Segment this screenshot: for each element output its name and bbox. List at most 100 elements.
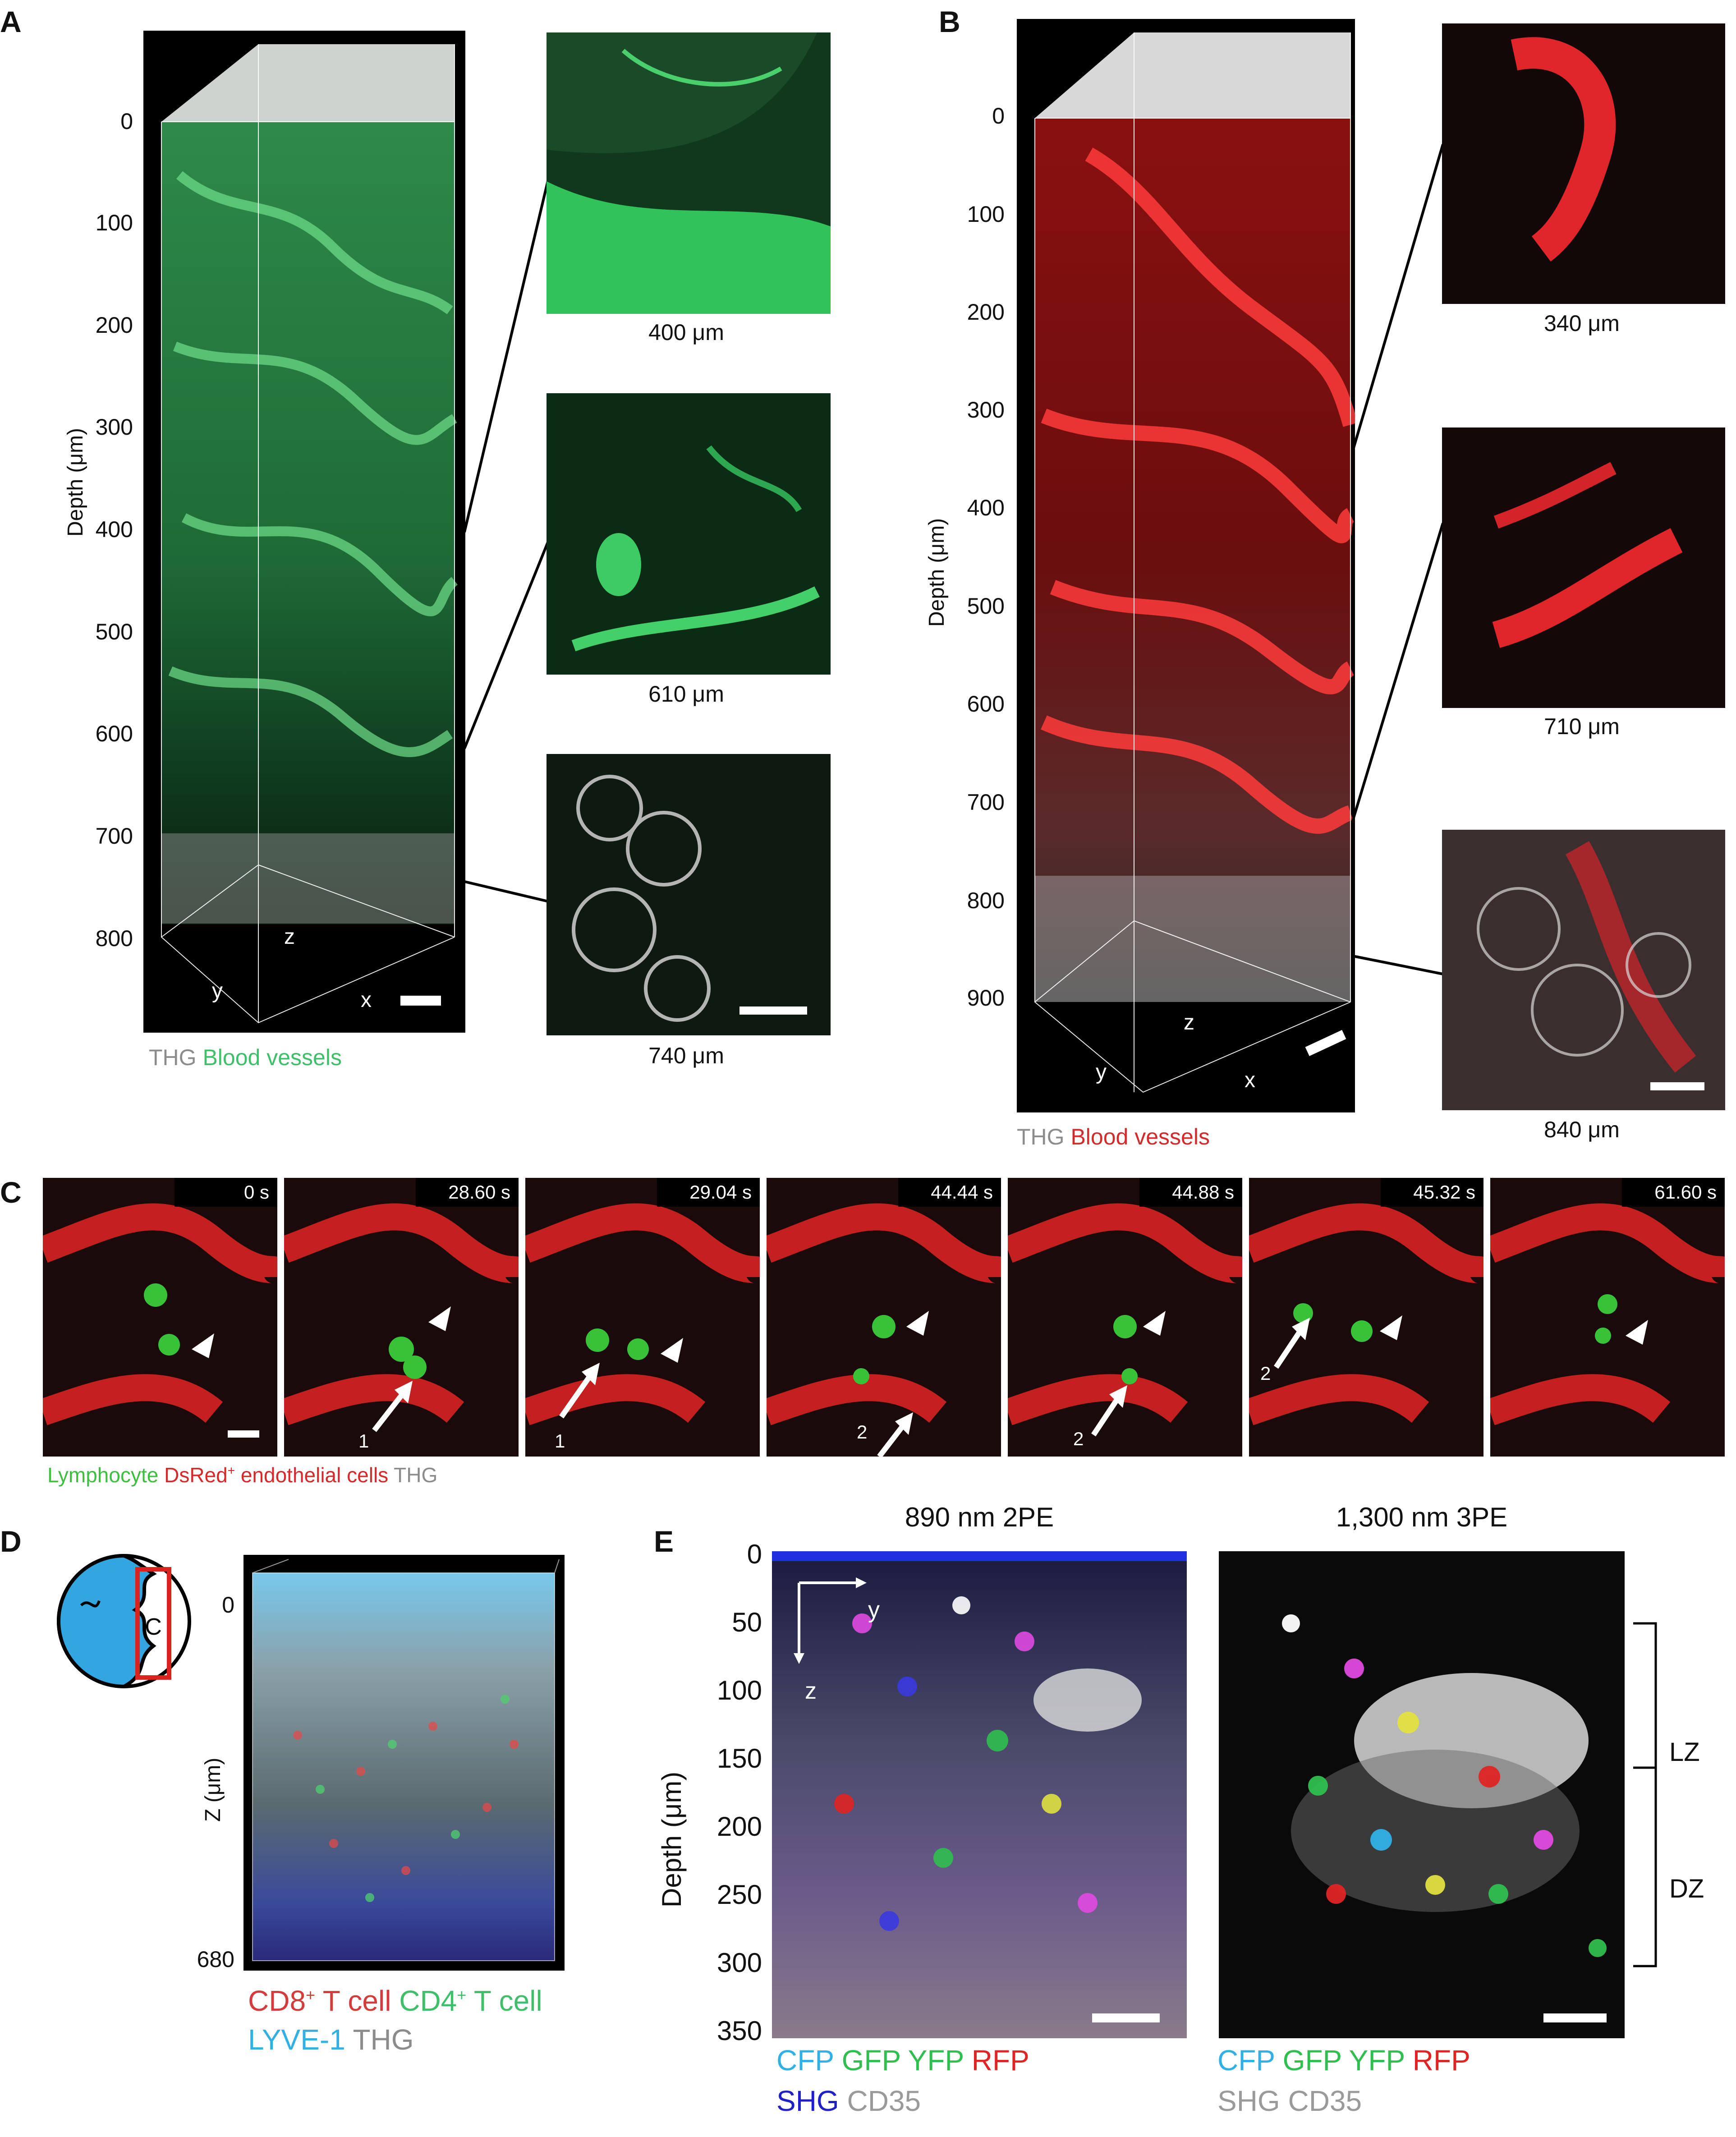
panel-label-a: A	[0, 5, 22, 38]
panel-b-inset-340-caption: 340 μm	[1544, 311, 1620, 336]
panel-b-z-axis-label: z	[1184, 1011, 1194, 1034]
panel-a-inset-740-caption: 740 μm	[648, 1043, 724, 1068]
panel-e-right-legend-shg: SHG	[1217, 2085, 1280, 2117]
panel-a-z-axis-label: z	[284, 925, 295, 949]
panel-a-3d-volume	[143, 31, 465, 1033]
panel-a-inset-610-caption: 610 μm	[648, 681, 724, 707]
panel-c-frame-3: 1 29.04 s	[525, 1178, 760, 1457]
panel-c-legend-thg: THG	[394, 1463, 438, 1487]
panel-a-tick: 500	[95, 619, 133, 644]
panel-e-tick: 200	[716, 1811, 762, 1842]
panel-b-x-axis-label: x	[1245, 1068, 1255, 1092]
panel-e-left-image	[772, 1551, 1187, 2038]
panel-d-legend-thg: THG	[353, 2023, 414, 2056]
schematic-c-letter: C	[145, 1614, 162, 1640]
panel-b-tick: 700	[967, 790, 1005, 815]
panel-d-z-axis-title: Z (μm)	[201, 1757, 225, 1822]
panel-e-left-legend-line-2: SHG CD35	[776, 2084, 921, 2118]
panel-c-legend-lymphocyte: Lymphocyte	[47, 1463, 159, 1487]
zone-lz-label: LZ	[1669, 1737, 1700, 1767]
panel-a-inset-740	[547, 754, 831, 1035]
panel-e-right-title: 1,300 nm 3PE	[1336, 1502, 1508, 1532]
panel-c-frame-4-timestamp: 44.44 s	[898, 1178, 1001, 1207]
panel-c-frame-6-arrow-label: 2	[1260, 1363, 1271, 1384]
panel-b-connector-lines	[1351, 144, 1444, 975]
panel-b-legend-blood-vessels: Blood vessels	[1070, 1124, 1210, 1149]
panel-e-left-legend-cfp: CFP	[776, 2044, 834, 2077]
panel-a-inset-610	[547, 393, 831, 675]
panel-c-timelapse-row: 0 s 1 28.60 s 1 29.04 s 2 44.44 s 2 44.8…	[43, 1178, 1727, 1457]
panel-e-right-legend-cd35: CD35	[1288, 2085, 1362, 2117]
panel-c-frame-2-timestamp: 28.60 s	[416, 1178, 519, 1207]
panel-label-d: D	[0, 1525, 22, 1558]
panel-b-legend: THG Blood vessels	[1017, 1124, 1210, 1150]
panel-e-right-legend-gfp: GFP	[1282, 2044, 1342, 2077]
panel-b-depth-axis-title: Depth (μm)	[925, 518, 949, 627]
panel-e-left-legend-yfp: YFP	[908, 2044, 964, 2077]
panel-a-tick: 0	[120, 109, 133, 134]
panel-e-left-legend-gfp: GFP	[841, 2044, 901, 2077]
panel-c-frame-1-timestamp: 0 s	[175, 1178, 277, 1207]
panel-d-tick: 0	[222, 1592, 234, 1618]
panel-e-tick: 150	[716, 1743, 762, 1774]
panel-a-tick: 100	[95, 210, 133, 235]
panel-a-tick: 800	[95, 926, 133, 951]
panel-c-legend-dsred-superscript: +	[227, 1463, 235, 1478]
panel-b-tick: 0	[992, 103, 1005, 129]
panel-a-y-axis-label: y	[212, 979, 223, 1003]
panel-b-tick: 300	[967, 397, 1005, 423]
panel-c-legend-dsred: DsRed	[164, 1463, 228, 1487]
panel-e-tick: 0	[747, 1539, 762, 1569]
panel-d-legend-cd4: CD4+ T cell	[399, 1985, 542, 2017]
panel-e-right-image	[1219, 1551, 1625, 2038]
panel-a-tick: 700	[95, 823, 133, 849]
panel-c-frame-5-timestamp: 44.88 s	[1139, 1178, 1242, 1207]
panel-a-tick: 300	[95, 414, 133, 440]
panel-c-frame-1: 0 s	[43, 1178, 277, 1457]
panel-d-legend-line-2: LYVE-1 THG	[248, 2023, 414, 2056]
panel-a-tick: 600	[95, 721, 133, 746]
panel-d-tick: 680	[197, 1947, 234, 1972]
panel-d-legend-cd8: CD8+ T cell	[248, 1985, 391, 2017]
panel-e-left-legend-shg: SHG	[776, 2085, 839, 2117]
panel-b-inset-710-caption: 710 μm	[1544, 714, 1620, 739]
panel-b-tick: 600	[967, 691, 1005, 717]
panel-e-left-legend-line-1: CFP GFP YFP RFP	[776, 2044, 1029, 2077]
panel-b-inset-710	[1442, 427, 1725, 708]
lymph-node-schematic: C	[57, 1553, 191, 1689]
panel-c-frame-4-arrow-label: 2	[857, 1421, 868, 1443]
panel-b-tick: 100	[967, 202, 1005, 227]
panel-a-tick: 400	[95, 517, 133, 542]
zone-dz-label: DZ	[1669, 1874, 1704, 1903]
panel-c-frame-2-arrow-label: 1	[358, 1430, 369, 1452]
panel-a-inset-400-caption: 400 μm	[648, 320, 724, 345]
panel-a-x-axis-label: x	[361, 988, 372, 1012]
panel-a-connector-lines	[463, 171, 551, 903]
panel-b-3d-volume	[1017, 19, 1355, 1112]
panel-label-e: E	[654, 1525, 674, 1558]
panel-c-frame-3-timestamp: 29.04 s	[657, 1178, 760, 1207]
panel-c-legend-endothelial: endothelial cells	[235, 1463, 389, 1487]
panel-a-legend: THG Blood vessels	[149, 1044, 342, 1071]
panel-a-legend-blood-vessels: Blood vessels	[202, 1045, 342, 1070]
panel-e-left-legend-rfp: RFP	[971, 2044, 1029, 2077]
panel-b-legend-thg: THG	[1017, 1124, 1065, 1149]
panel-b-inset-840-caption: 840 μm	[1544, 1117, 1620, 1142]
panel-e-right-legend-line-2: SHG CD35	[1217, 2084, 1362, 2118]
panel-b-tick: 900	[967, 985, 1005, 1011]
panel-b-y-axis-label: y	[1096, 1060, 1107, 1084]
panel-d-legend-lyve1: LYVE-1	[248, 2023, 345, 2056]
panel-b-tick: 200	[967, 299, 1005, 325]
panel-label-b: B	[939, 5, 960, 38]
panel-b-tick: 400	[967, 495, 1005, 520]
panel-c-frame-5: 2 44.88 s	[1008, 1178, 1242, 1457]
panel-c-frame-7-timestamp: 61.60 s	[1622, 1178, 1725, 1207]
panel-e-depth-axis-title: Depth (μm)	[657, 1771, 687, 1907]
panel-e-left-legend-cd35: CD35	[847, 2085, 921, 2117]
panel-c-frame-2: 1 28.60 s	[284, 1178, 519, 1457]
panel-c-frame-6: 2 45.32 s	[1249, 1178, 1483, 1457]
panel-e-tick: 250	[716, 1880, 762, 1910]
panel-c-frame-4: 2 44.44 s	[767, 1178, 1001, 1457]
panel-c-frame-5-arrow-label: 2	[1073, 1428, 1084, 1449]
panel-e-tick: 350	[716, 2016, 762, 2046]
